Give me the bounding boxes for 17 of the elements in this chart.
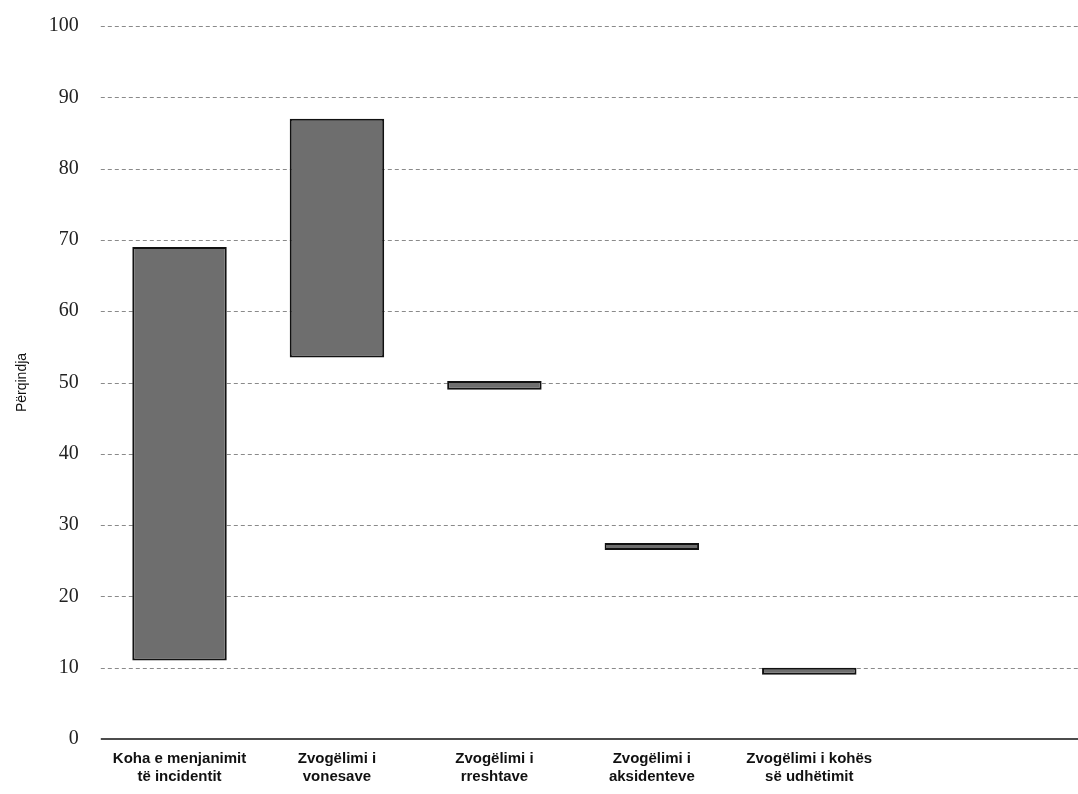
y-tick-label: 80	[58, 155, 79, 178]
y-tick-label: 70	[58, 227, 79, 250]
y-tick-label: 30	[58, 512, 79, 535]
x-tick-label: Zvogëlimi i vonesave	[297, 749, 377, 785]
x-tick-label: Zvogëlimi i kohës së udhëtimit	[746, 749, 873, 785]
y-tick-label: 60	[58, 298, 79, 321]
y-tick-label: 10	[58, 654, 79, 677]
y-tick-label: 0	[68, 726, 79, 749]
x-tick-label: Zvogëlimi i rreshtave	[455, 749, 534, 785]
y-tick-label: 20	[58, 583, 79, 606]
y-tick-label: 90	[58, 84, 79, 107]
y-tick-label: 40	[58, 441, 79, 464]
y-tick-label: 100	[48, 13, 79, 36]
y-tick-label: 50	[58, 369, 79, 392]
x-tick-label: Zvogëlimi i aksidenteve	[608, 749, 695, 785]
y-axis-title: Përqindja	[13, 352, 30, 413]
x-tick-label: Koha e menjanimit të incidentit	[112, 749, 247, 785]
